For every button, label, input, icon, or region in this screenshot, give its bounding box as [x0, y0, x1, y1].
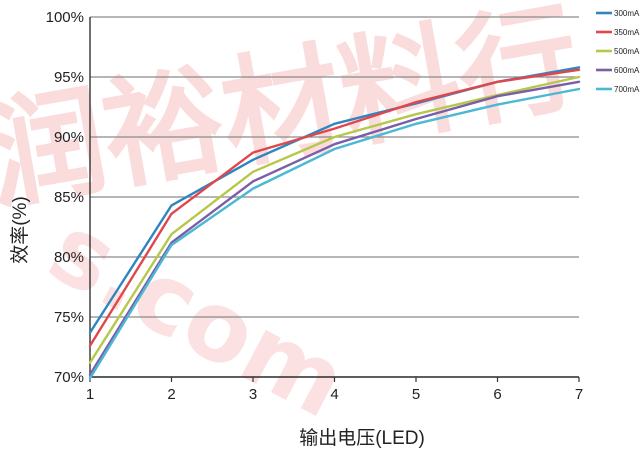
x-tick-label: 1 [86, 386, 94, 403]
series-lines [88, 66, 581, 380]
x-tick-label: 6 [493, 386, 501, 403]
y-tick-label: 90% [54, 129, 84, 146]
y-tick-label: 95% [54, 69, 84, 86]
x-tick-label: 4 [330, 386, 338, 403]
legend-label: 700mA [614, 85, 640, 94]
x-axis-title: 输出电压(LED) [299, 427, 425, 449]
series-line-700mA [88, 87, 581, 380]
legend: 300mA 350mA 500mA 600mA 700mA [596, 9, 640, 94]
x-tick-label: 3 [249, 386, 257, 403]
y-tick-label: 70% [54, 369, 84, 386]
x-tick-label: 2 [167, 386, 175, 403]
axes: 70% 75% 80% 85% 90% 95% 100% 1 2 3 4 5 6 7 [46, 9, 584, 403]
y-axis-title: 效率(%) [9, 196, 31, 264]
series-line-600mA [88, 80, 581, 376]
x-tick-label: 5 [412, 386, 420, 403]
legend-label: 350mA [614, 28, 640, 37]
y-tick-label: 80% [54, 249, 84, 266]
series-line-300mA [88, 66, 581, 334]
x-tick-label: 7 [575, 386, 583, 403]
y-tick-label: 75% [54, 309, 84, 326]
y-tick-label: 85% [54, 189, 84, 206]
y-tick-label: 100% [46, 9, 84, 26]
gridlines [90, 16, 579, 378]
series-line-350mA [88, 68, 581, 347]
legend-label: 500mA [614, 47, 640, 56]
legend-label: 600mA [614, 66, 640, 75]
legend-label: 300mA [614, 9, 640, 18]
